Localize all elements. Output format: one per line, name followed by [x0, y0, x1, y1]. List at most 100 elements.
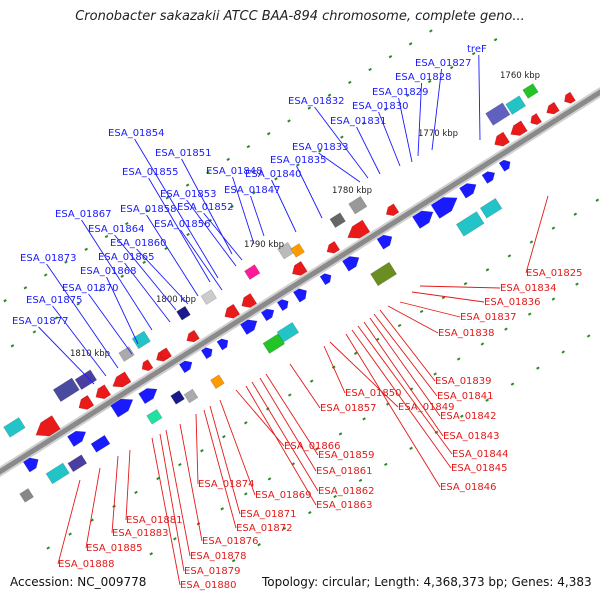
dotted-track-mark [510, 382, 515, 386]
forward-leader-line [356, 126, 381, 175]
dotted-track-mark [84, 247, 89, 251]
forward-leader-line [134, 138, 219, 279]
feature-box-shape [277, 242, 295, 260]
forward-gene-glyph [200, 347, 213, 360]
forward-gene-label: ESA_01877 [12, 316, 69, 327]
dotted-track-mark [282, 526, 287, 531]
dotted-track-mark [433, 372, 437, 376]
dotted-track-mark [586, 334, 591, 338]
dotted-track-mark [485, 268, 490, 272]
forward-gene-glyph-shape [200, 347, 213, 360]
dotted-track-mark [561, 350, 566, 354]
reverse-gene-label: ESA_01841 [437, 391, 494, 402]
dotted-track-mark [362, 417, 366, 421]
dotted-track-mark [200, 449, 204, 453]
dotted-track-mark [551, 297, 556, 301]
forward-gene-label: ESA_01830 [352, 101, 409, 112]
scale-label: 1760 kbp [500, 71, 540, 81]
reverse-leader-line [151, 437, 181, 586]
reverse-leader-line [219, 399, 256, 496]
dotted-track-mark [267, 477, 272, 481]
forward-leader-line [378, 111, 401, 167]
reverse-leader-line [351, 329, 452, 469]
dotted-track-mark [409, 446, 413, 450]
dotted-track-mark [314, 447, 319, 451]
feature-box-shape [118, 346, 135, 362]
scale-label: 1790 kbp [244, 240, 284, 250]
reverse-gene-glyph-shape [224, 303, 241, 319]
dotted-track-mark [485, 398, 490, 402]
forward-gene-label: ESA_01835 [270, 155, 327, 166]
forward-gene-glyph-shape [459, 183, 477, 199]
feature-box [200, 289, 217, 305]
forward-leader-line [52, 305, 107, 377]
forward-gene-label: ESA_01860 [110, 238, 167, 249]
forward-gene-glyph [138, 388, 158, 405]
feature-box-shape [329, 212, 346, 229]
reverse-gene-glyph [35, 415, 61, 437]
feature-box [290, 243, 305, 258]
dotted-track-mark [449, 65, 454, 70]
forward-gene-label: ESA_01851 [155, 148, 212, 159]
dotted-track-mark [243, 492, 248, 496]
reverse-gene-label: ESA_01872 [236, 523, 293, 534]
reverse-gene-label: ESA_01862 [318, 486, 375, 497]
dotted-track-mark [206, 170, 210, 174]
reverse-leader-line [125, 449, 131, 521]
forward-gene-label: ESA_01848 [206, 166, 263, 177]
reverse-gene-label: ESA_01844 [452, 449, 509, 460]
feature-box [118, 346, 135, 362]
dotted-track-mark [575, 282, 579, 286]
dotted-track-mark [3, 299, 7, 303]
feature-box [3, 417, 26, 438]
forward-gene-glyph-shape [276, 299, 289, 312]
reverse-leader-line [111, 455, 119, 534]
reverse-gene-glyph-shape [385, 203, 400, 217]
forward-gene-glyph [341, 256, 360, 272]
feature-box [277, 242, 295, 260]
dotted-track-mark [595, 198, 600, 202]
forward-gene-label: ESA_01856 [154, 219, 211, 230]
forward-gene-glyph-shape [481, 171, 496, 184]
dotted-track-mark [463, 282, 468, 286]
reverse-gene-glyph-shape [530, 112, 543, 126]
reverse-gene-glyph-shape [347, 219, 371, 239]
reverse-gene-glyph [141, 359, 154, 372]
dotted-track-mark [54, 316, 59, 320]
dotted-track-mark [368, 67, 372, 72]
dotted-track-mark [527, 312, 532, 316]
reverse-leader-line [411, 291, 485, 303]
forward-gene-glyph-shape [341, 256, 360, 272]
forward-leader-line [203, 212, 243, 261]
forward-gene-glyph [411, 210, 434, 229]
reverse-gene-glyph-shape [160, 347, 173, 360]
forward-gene-label: treF [467, 44, 487, 55]
reverse-gene-glyph-shape [141, 359, 154, 372]
dotted-track-mark [536, 366, 540, 370]
map-title: Cronobacter sakazakii ATCC BAA-894 chrom… [75, 9, 525, 24]
dotted-track-mark [358, 478, 363, 483]
dotted-track-mark [274, 177, 278, 181]
feature-box [45, 462, 70, 485]
forward-gene-glyph [110, 398, 134, 418]
forward-gene-glyph [376, 234, 393, 250]
reverse-leader-line [363, 321, 444, 437]
feature-box-shape [19, 488, 34, 503]
dotted-track-mark [243, 421, 248, 425]
forward-leader-line [417, 82, 422, 157]
dotted-track-mark [149, 552, 154, 556]
feature-box [276, 322, 300, 343]
reverse-gene-label: ESA_01874 [198, 479, 255, 490]
dotted-track-mark [383, 107, 388, 111]
forward-gene-glyph [276, 299, 289, 312]
forward-leader-line [46, 263, 119, 369]
reverse-leader-line [329, 341, 399, 408]
forward-leader-line [180, 229, 223, 291]
reverse-leader-line [235, 389, 285, 447]
reverse-gene-glyph [326, 240, 341, 254]
feature-box-shape [52, 377, 80, 403]
feature-box [505, 95, 527, 115]
dotted-track-mark [318, 149, 322, 153]
dotted-track-mark [222, 435, 226, 439]
